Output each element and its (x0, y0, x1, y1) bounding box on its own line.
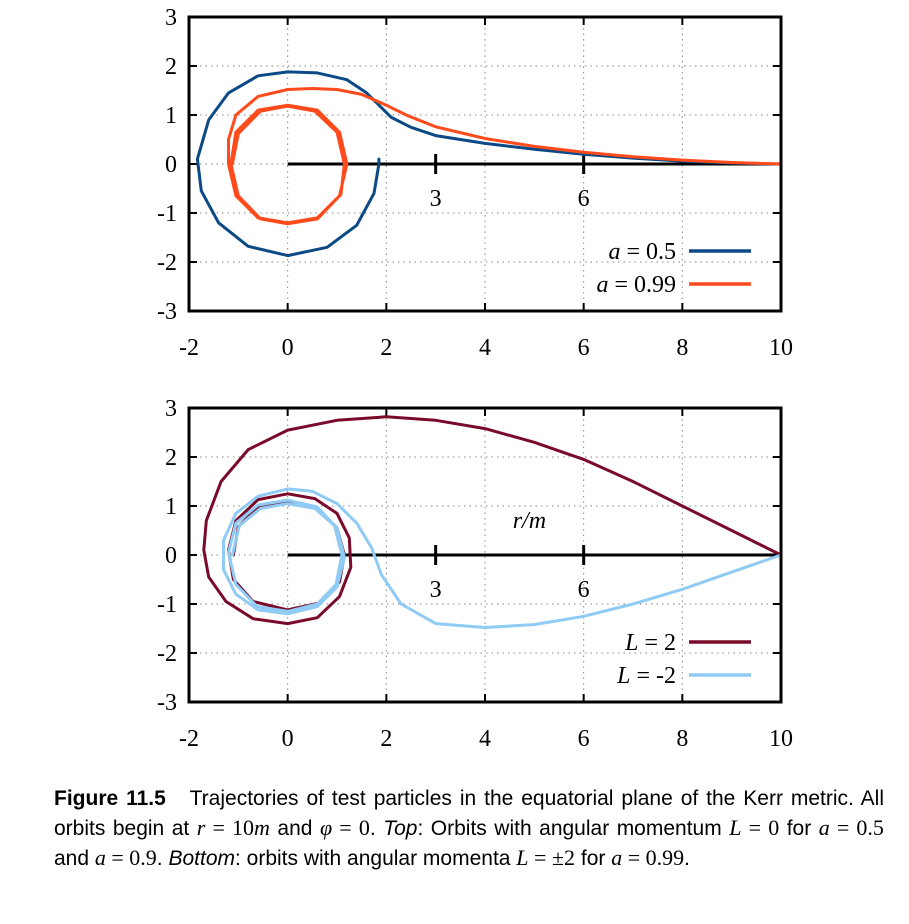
plot-frame (187, 15, 783, 313)
y-tick-label: 1 (165, 103, 177, 129)
caption-math-eq10: = 10 (205, 815, 255, 840)
y-tick-label: 3 (165, 5, 177, 31)
caption-text-6: and (54, 847, 95, 870)
x-tick-label: 4 (479, 726, 491, 752)
x-tick-label: 2 (380, 335, 392, 361)
x-tick-label: 0 (282, 335, 294, 361)
caption-text-9: for (575, 847, 612, 870)
x-tick-label: 2 (380, 726, 392, 752)
r-axis-label: r/m (513, 508, 546, 534)
y-tick-label: 2 (165, 445, 177, 471)
legend-label-1: L = 2 (624, 630, 676, 656)
caption-text-1: Trajectories of test particles in the eq… (54, 787, 884, 840)
caption-math-r: r (196, 815, 206, 840)
x-tick-label: 8 (676, 335, 688, 361)
y-tick-label: 2 (165, 54, 177, 80)
caption-text-3: . (369, 817, 384, 840)
y-tick-label: -3 (157, 299, 177, 325)
caption-math-phi: φ (319, 815, 333, 840)
caption-text-7: . (156, 847, 169, 870)
caption-math-m: m (254, 815, 270, 840)
caption-text-5: for (779, 817, 819, 840)
caption-text-4: : Orbits with angular momentum (417, 817, 730, 840)
caption-math-eq0: = 0 (332, 815, 370, 840)
caption-math-a099: = 0.99 (622, 845, 685, 870)
plot-frame (187, 406, 783, 704)
y-tick-label: -1 (157, 201, 177, 227)
y-tick-label: 1 (165, 494, 177, 520)
x-tick-label: 8 (676, 726, 688, 752)
caption-math-L2: L (516, 845, 529, 870)
caption-math-a2: a (94, 845, 106, 870)
caption-math-eqL0: = 0 (741, 815, 780, 840)
y-tick-label: -1 (157, 592, 177, 618)
caption-top: Top (383, 817, 418, 840)
figure-caption: Figure 11.5 Trajectories of test particl… (54, 784, 884, 873)
legend-label-2: L = -2 (616, 663, 676, 689)
y-tick-label: 0 (165, 152, 177, 178)
caption-label: Figure 11.5 (54, 787, 166, 810)
x-tick-label: -2 (179, 726, 199, 752)
caption-math-a3: a (611, 845, 623, 870)
caption-text-2: and (269, 817, 320, 840)
caption-math-L1: L (729, 815, 742, 840)
x-tick-label: 0 (282, 726, 294, 752)
r-axis-tick-label: 3 (430, 186, 442, 212)
y-tick-label: 3 (165, 396, 177, 422)
caption-text-8: : orbits with angular momenta (235, 847, 517, 870)
y-tick-label: -3 (157, 690, 177, 716)
caption-math-pm2: = ±2 (528, 845, 576, 870)
x-tick-label: 6 (578, 335, 590, 361)
legend-label-1: a = 0.5 (608, 239, 676, 265)
x-tick-label: -2 (179, 335, 199, 361)
y-tick-label: -2 (157, 641, 177, 667)
x-tick-label: 10 (769, 335, 793, 361)
x-tick-label: 4 (479, 335, 491, 361)
r-axis-tick-label: 3 (430, 577, 442, 603)
series-line-1 (195, 70, 783, 258)
series-line-2 (227, 87, 783, 226)
caption-bottom: Bottom (168, 847, 235, 870)
caption-math-a1: a (818, 815, 830, 840)
series-line-2 (222, 487, 783, 629)
caption-math-a09: = 0.9 (105, 845, 157, 870)
legend-label-2: a = 0.99 (596, 272, 676, 298)
r-axis-tick-label: 6 (578, 186, 590, 212)
y-tick-label: -2 (157, 250, 177, 276)
r-axis-tick-label: 6 (578, 577, 590, 603)
x-tick-label: 6 (578, 726, 590, 752)
caption-text-10: . (684, 847, 690, 870)
x-tick-label: 10 (769, 726, 793, 752)
caption-math-a05: = 0.5 (829, 815, 884, 840)
y-tick-label: 0 (165, 543, 177, 569)
series-line-1 (202, 415, 783, 626)
